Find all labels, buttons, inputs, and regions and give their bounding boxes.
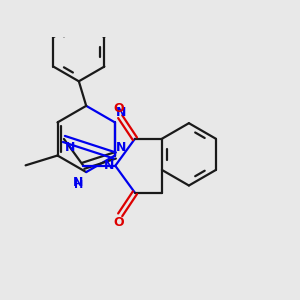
Text: N: N <box>104 159 114 172</box>
Text: N: N <box>116 141 127 154</box>
Text: N: N <box>65 141 76 154</box>
Text: H: H <box>74 180 83 190</box>
Text: O: O <box>114 216 124 229</box>
Text: O: O <box>114 103 124 116</box>
Text: N: N <box>116 106 127 119</box>
Text: N: N <box>74 176 84 189</box>
